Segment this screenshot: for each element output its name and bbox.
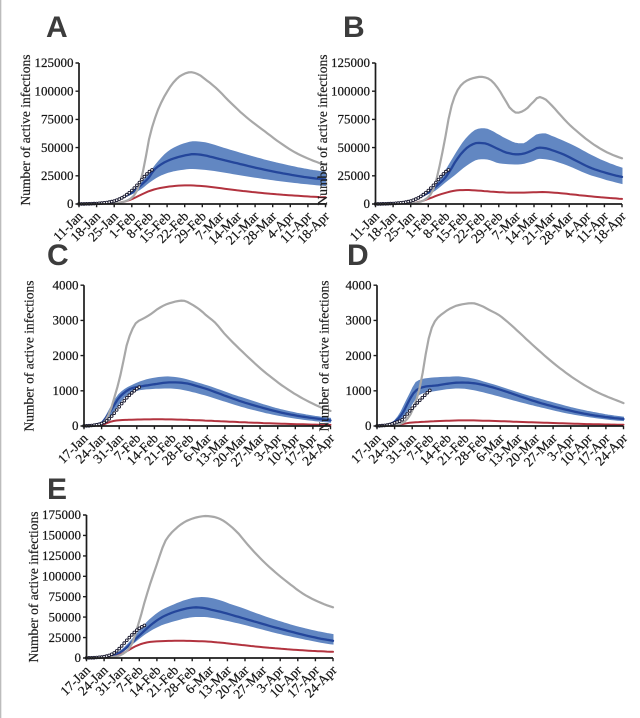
svg-text:75000: 75000 xyxy=(49,589,82,604)
svg-text:3000: 3000 xyxy=(53,313,79,328)
svg-text:0: 0 xyxy=(67,196,74,211)
svg-text:C: C xyxy=(47,239,69,272)
svg-text:Number of active infections: Number of active infections xyxy=(18,54,33,205)
svg-text:25000: 25000 xyxy=(41,168,74,183)
svg-text:Number of active infections: Number of active infections xyxy=(26,511,41,662)
svg-text:150000: 150000 xyxy=(42,528,81,543)
svg-text:1000: 1000 xyxy=(346,383,372,398)
svg-text:2000: 2000 xyxy=(346,348,372,363)
svg-text:0: 0 xyxy=(72,418,79,433)
svg-text:125000: 125000 xyxy=(35,55,74,70)
svg-text:4000: 4000 xyxy=(346,277,372,292)
svg-text:0: 0 xyxy=(364,196,371,211)
svg-text:100000: 100000 xyxy=(331,83,370,98)
svg-text:125000: 125000 xyxy=(42,548,81,563)
svg-text:A: A xyxy=(46,11,68,44)
svg-text:125000: 125000 xyxy=(331,55,370,70)
svg-text:Number of active infections: Number of active infections xyxy=(22,280,37,431)
svg-text:Number of active infections: Number of active infections xyxy=(315,54,330,205)
svg-text:25000: 25000 xyxy=(338,168,371,183)
svg-text:D: D xyxy=(347,239,369,272)
svg-text:25000: 25000 xyxy=(49,630,82,645)
svg-text:Number of active infections: Number of active infections xyxy=(317,280,332,431)
svg-text:4000: 4000 xyxy=(53,277,79,292)
svg-text:100000: 100000 xyxy=(42,569,81,584)
svg-text:0: 0 xyxy=(75,650,82,665)
svg-text:75000: 75000 xyxy=(338,112,371,127)
svg-text:B: B xyxy=(343,11,365,44)
svg-text:100000: 100000 xyxy=(35,83,74,98)
svg-text:0: 0 xyxy=(365,418,372,433)
svg-text:50000: 50000 xyxy=(41,140,74,155)
svg-text:50000: 50000 xyxy=(338,140,371,155)
svg-text:E: E xyxy=(47,473,67,506)
svg-text:2000: 2000 xyxy=(53,348,79,363)
svg-text:3000: 3000 xyxy=(346,313,372,328)
svg-text:50000: 50000 xyxy=(49,609,82,624)
svg-text:175000: 175000 xyxy=(42,507,81,522)
svg-text:1000: 1000 xyxy=(53,383,79,398)
svg-text:75000: 75000 xyxy=(41,112,74,127)
